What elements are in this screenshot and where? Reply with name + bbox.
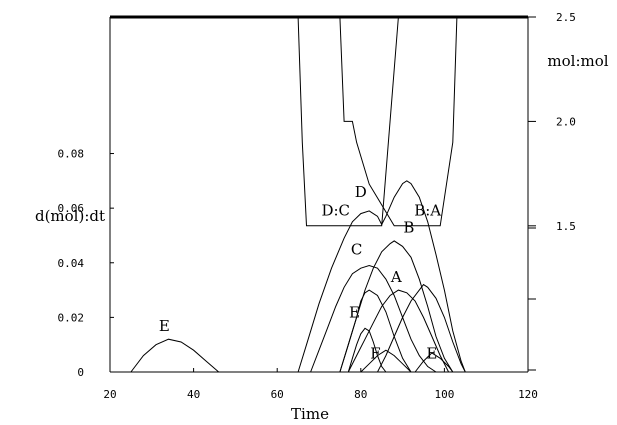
x-tick-label-3: 80 [354,388,367,401]
x-tick-label-0: 20 [103,388,116,401]
curve-label-c-2: C [351,241,362,259]
y-right-tick-label-2: 2.5 [556,11,576,24]
curve-label-b-1: B [403,219,414,237]
y-right-tick-label-1: 2.0 [556,115,576,128]
y-left-tick-label-0: 0 [77,366,84,379]
curve-label-d-0: D [355,183,367,201]
ratio-curve-b-a [339,16,458,227]
y-ticks-right: 1.5 2.0 2.5 [528,11,576,371]
curves [130,16,466,373]
y-axis-title-left: d(mol):dt [35,207,105,225]
rate-curve-e-9 [130,338,220,373]
x-axis-title: Time [291,405,329,423]
curve-label-e-9: E [159,317,170,335]
rate-curve-f-7 [360,349,412,373]
x-tick-label-4: 100 [434,388,454,401]
curve-label-f-7: F [370,344,380,362]
rate-curve-e-8 [414,352,454,373]
y-ticks-left: 0 0.02 0.04 0.06 0.08 [58,148,114,379]
y-left-tick-label-1: 0.02 [58,311,85,324]
curve-label-a-3: A [390,268,402,286]
ratio-curve-d-c [297,16,399,227]
rate-curve-c2-5 [339,289,412,373]
y-left-tick-label-4: 0.08 [58,148,85,161]
x-ticks: 20 40 60 80 100 120 [103,368,538,401]
ratio-label-d-c: D:C [321,201,350,219]
y-axis-title-right: mol:mol [547,52,608,70]
y-right-tick-label-0: 1.5 [556,220,576,233]
y-left-tick-label-3: 0.06 [58,202,85,215]
curve-label-e-6: E [349,303,360,321]
x-tick-label-1: 40 [187,388,200,401]
rate-curve-c-2 [310,264,437,373]
ratio-label-b-a: B:A [414,201,441,219]
curve-labels: D B C A E F E E D:C B:A [159,183,441,362]
rate-curve-a-3 [347,289,450,373]
rate-curve-d-0 [297,180,466,373]
x-tick-label-2: 60 [271,388,284,401]
y-left-tick-label-2: 0.04 [58,257,85,270]
rate-curve-e-6 [347,327,387,373]
x-tick-label-5: 120 [518,388,538,401]
curve-label-e-8: E [426,344,437,362]
